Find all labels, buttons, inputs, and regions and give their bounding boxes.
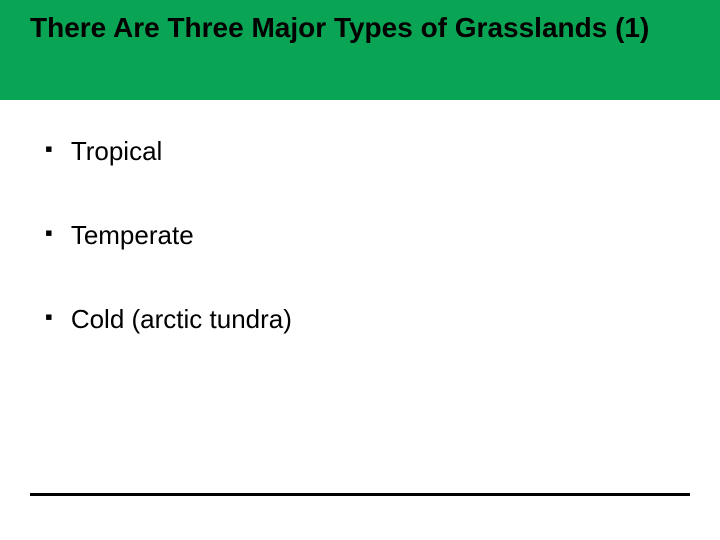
bullet-text: Temperate [71,219,194,253]
slide-title: There Are Three Major Types of Grassland… [30,10,649,45]
bullet-text: Tropical [71,135,163,169]
list-item: ▪ Temperate [45,219,675,253]
bullet-marker-icon: ▪ [45,303,53,332]
list-item: ▪ Cold (arctic tundra) [45,303,675,337]
slide-header: There Are Three Major Types of Grassland… [0,0,720,100]
list-item: ▪ Tropical [45,135,675,169]
divider [30,493,690,496]
bullet-marker-icon: ▪ [45,219,53,248]
bullet-text: Cold (arctic tundra) [71,303,292,337]
slide-content: ▪ Tropical ▪ Temperate ▪ Cold (arctic tu… [0,100,720,336]
bullet-marker-icon: ▪ [45,135,53,164]
